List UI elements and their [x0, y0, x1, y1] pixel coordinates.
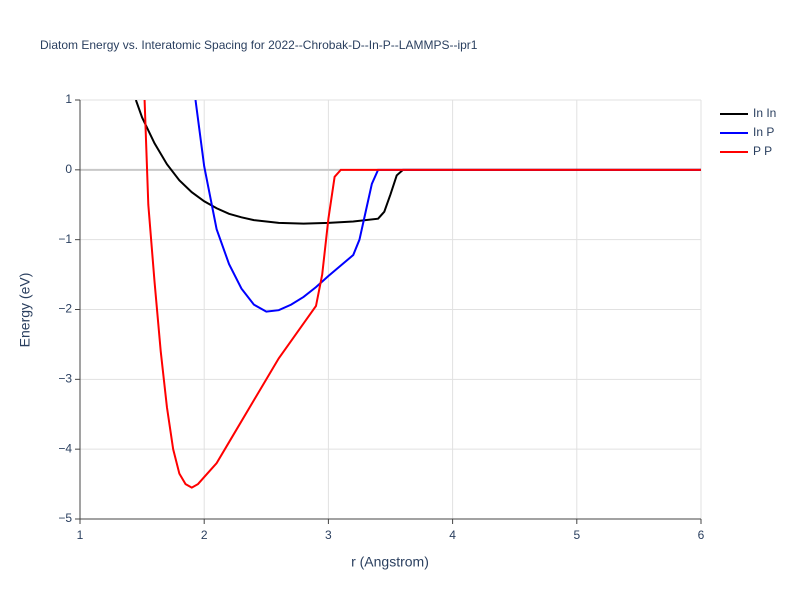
legend-label: In In	[753, 106, 776, 120]
x-tick-label: 2	[201, 528, 208, 542]
chart-title: Diatom Energy vs. Interatomic Spacing fo…	[40, 38, 478, 52]
y-tick-label: −4	[58, 441, 72, 455]
series-line	[194, 100, 701, 313]
y-tick-label: 0	[65, 162, 72, 176]
series-line	[143, 100, 701, 489]
y-tick-label: −5	[58, 511, 72, 525]
x-tick-label: 3	[325, 528, 332, 542]
y-tick-label: −1	[58, 232, 72, 246]
x-tick-label: 1	[77, 528, 84, 542]
legend-label: P P	[753, 144, 772, 158]
x-tick-label: 5	[573, 528, 580, 542]
series-line	[134, 100, 701, 225]
legend-label: In P	[753, 125, 774, 139]
y-axis-title: Energy (eV)	[17, 273, 33, 348]
y-tick-label: 1	[65, 92, 72, 106]
x-tick-label: 4	[449, 528, 456, 542]
y-tick-label: −2	[58, 302, 72, 316]
x-tick-label: 6	[698, 528, 705, 542]
x-axis-title: r (Angstrom)	[351, 554, 429, 570]
y-tick-label: −3	[58, 372, 72, 386]
